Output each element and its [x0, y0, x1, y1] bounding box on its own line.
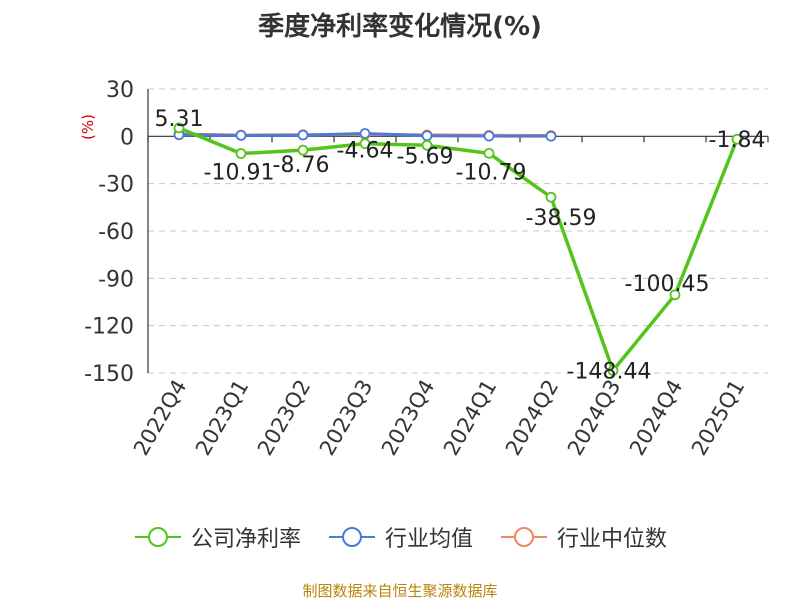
data-point [297, 129, 309, 141]
legend-label: 行业中位数 [557, 527, 668, 552]
legend-marker-icon [328, 527, 375, 547]
data-label: -1.84 [709, 128, 766, 153]
y-tick-label: 0 [120, 125, 134, 150]
data-point [483, 130, 495, 142]
x-tick-label: 2024Q4 [625, 376, 687, 460]
data-point [235, 129, 247, 141]
series-line [178, 126, 739, 373]
x-tick-labels: 2022Q4 2023Q1 2023Q2 2023Q3 2023Q4 2024Q1 2024… [129, 376, 749, 460]
series-lines [173, 122, 743, 376]
legend-label: 行业均值 [384, 527, 473, 552]
legend-item[interactable]: 行业均值 [327, 521, 473, 553]
data-point [483, 147, 495, 159]
data-label: -4.64 [337, 139, 394, 164]
chart-title: 季度净利率变化情况(%) [258, 12, 542, 42]
x-tick-label: 2023Q3 [315, 376, 377, 460]
line-chart: 300-30-60-90-120-150 2022Q4 2023Q1 2023Q2 2… [79, 78, 769, 460]
data-label: 5.31 [155, 107, 204, 132]
y-tick-label: -150 [84, 362, 134, 387]
data-label: -38.59 [526, 206, 597, 231]
legend-marker-icon [134, 527, 181, 547]
data-point [669, 289, 681, 301]
data-label: -148.44 [567, 360, 652, 385]
data-point [607, 365, 619, 376]
data-label: -5.69 [397, 144, 454, 169]
legend-item[interactable]: 行业中位数 [499, 521, 667, 553]
y-tick-labels: 30 0 -30 -60 -90 -120 -150 [84, 78, 134, 387]
source-note: 制图数据来自恒生聚源数据库 [302, 582, 498, 600]
data-point [545, 130, 557, 142]
data-label: -10.91 [204, 161, 275, 186]
data-point [545, 191, 557, 203]
grid-lines [148, 88, 768, 374]
x-tick-label: 2025Q1 [687, 376, 749, 460]
x-tick-label: 2022Q4 [129, 376, 191, 460]
data-point [731, 133, 743, 145]
data-point [297, 144, 309, 156]
y-tick-label: 30 [106, 78, 134, 103]
data-point [421, 130, 433, 142]
y-tick-label: -120 [84, 315, 134, 340]
data-label: -10.79 [456, 160, 527, 185]
x-tick-label: 2023Q4 [377, 376, 439, 460]
x-tick-label: 2024Q2 [501, 376, 563, 460]
data-point [359, 138, 371, 150]
data-label: -100.45 [625, 272, 710, 297]
x-tick-label: 2023Q2 [253, 376, 315, 460]
data-labels: 5.31 -10.91-8.76 -4.64 -5.69-10.79 -38.59 -14… [155, 107, 766, 385]
x-tick-label: 2023Q1 [191, 376, 253, 460]
data-point [359, 128, 371, 139]
legend: 公司净利率 行业均值 行业中位数 [0, 520, 800, 554]
data-point [173, 122, 185, 134]
y-tick-label: -30 [98, 173, 134, 198]
y-tick-label: -60 [98, 220, 134, 245]
y-axis-label: (%) [79, 114, 97, 140]
y-tick-label: -90 [98, 267, 134, 292]
data-point [421, 139, 433, 151]
legend-marker-icon [501, 527, 547, 547]
data-label: -8.76 [273, 153, 330, 178]
x-tick-label: 2024Q1 [439, 376, 501, 460]
x-tick-label: 2024Q3 [563, 376, 625, 460]
legend-label: 公司净利率 [190, 527, 301, 552]
data-point [235, 148, 247, 159]
legend-item[interactable]: 公司净利率 [133, 521, 301, 553]
